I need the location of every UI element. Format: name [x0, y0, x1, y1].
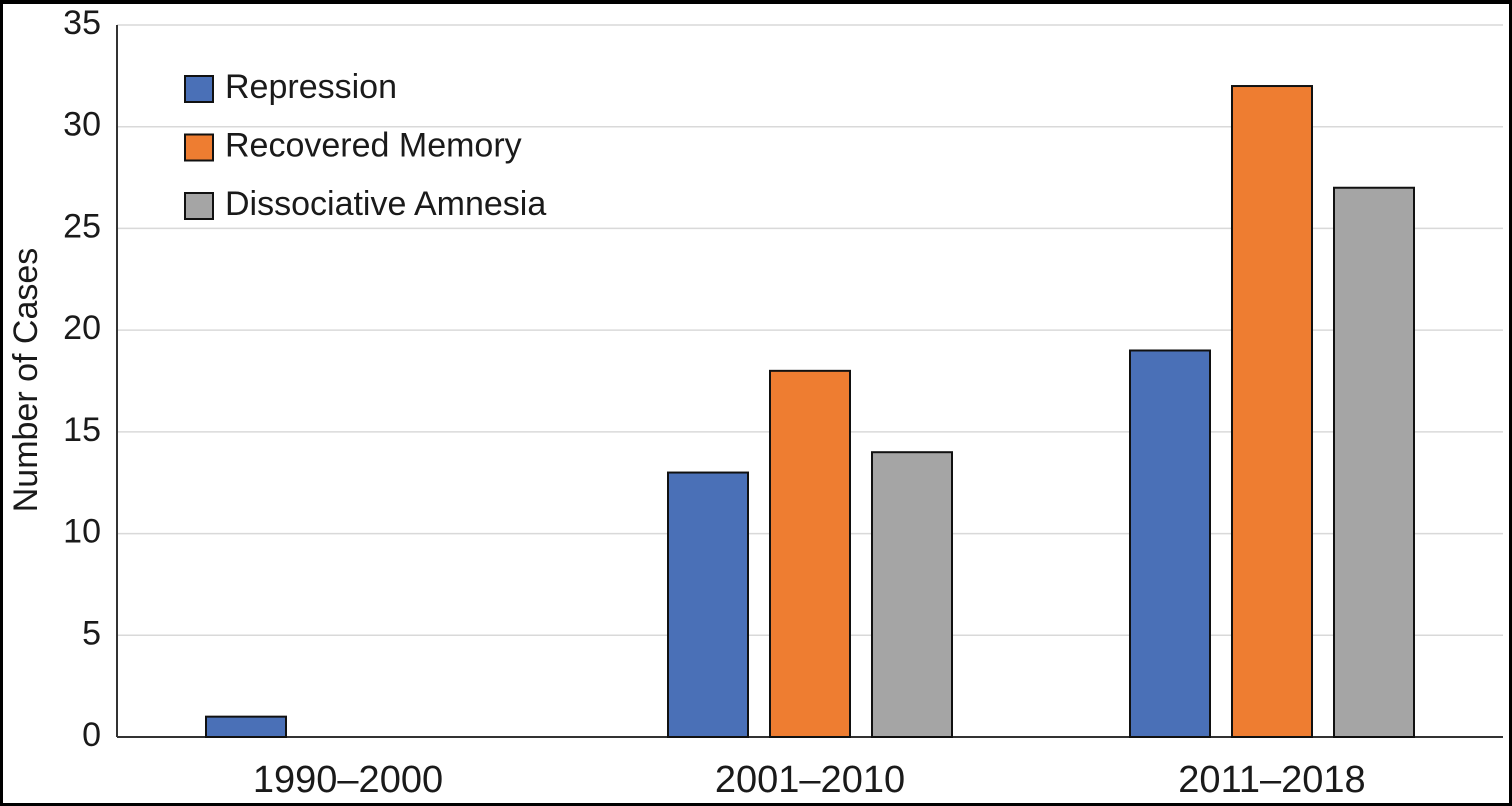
- y-tick-label: 35: [63, 4, 101, 42]
- bar: [769, 369, 851, 738]
- bar: [871, 451, 953, 738]
- x-tick-label: 1990–2000: [253, 759, 443, 801]
- legend-swatch: [184, 75, 214, 103]
- y-tick-label: 20: [63, 309, 101, 347]
- legend-swatch: [184, 192, 214, 220]
- bar: [1333, 186, 1415, 738]
- y-tick-label: 0: [82, 716, 101, 754]
- bar: [667, 471, 749, 738]
- y-tick-label: 5: [82, 614, 101, 652]
- legend-swatch: [184, 133, 214, 162]
- y-tick-label: 10: [63, 513, 101, 551]
- y-tick-label: 30: [63, 106, 101, 144]
- legend-label: Recovered Memory: [225, 126, 522, 164]
- x-tick-label: 2001–2010: [715, 759, 905, 801]
- legend-label: Dissociative Amnesia: [225, 185, 546, 223]
- bar: [205, 715, 287, 739]
- x-tick-label: 2011–2018: [1178, 759, 1365, 801]
- bar: [1129, 349, 1211, 738]
- y-tick-label: 25: [63, 207, 101, 245]
- y-tick-label: 15: [63, 411, 101, 449]
- y-axis-label: Number of Cases: [7, 248, 45, 513]
- bar: [1231, 85, 1313, 739]
- legend-label: Repression: [225, 68, 397, 106]
